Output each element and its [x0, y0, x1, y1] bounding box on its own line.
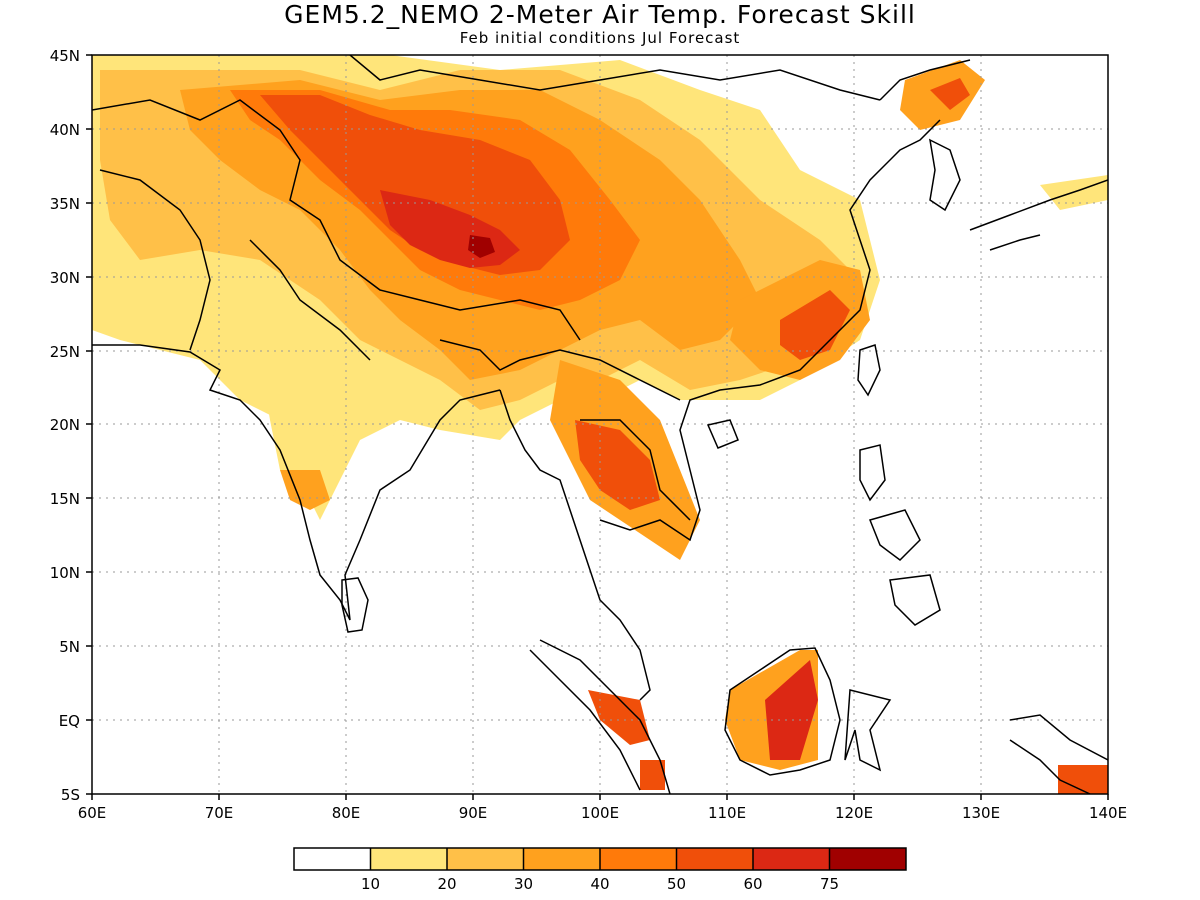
colorbar-swatch	[447, 848, 524, 870]
lat-tick-label: 15N	[50, 490, 80, 508]
lon-tick-label: 90E	[459, 804, 488, 822]
colorbar-label: 40	[590, 875, 609, 893]
lat-tick-label: 5S	[61, 786, 80, 804]
lat-tick-label: 30N	[50, 269, 80, 287]
colorbar-label: 30	[514, 875, 533, 893]
colorbar-swatch	[753, 848, 830, 870]
lon-tick-label: 130E	[962, 804, 1000, 822]
lon-tick-label: 120E	[835, 804, 873, 822]
colorbar-swatch	[600, 848, 677, 870]
colorbar-swatch	[829, 848, 906, 870]
gridlines	[92, 55, 1108, 794]
lon-tick-label: 70E	[205, 804, 234, 822]
colorbar: 10 20 30 40 50 60 75	[293, 847, 907, 893]
lat-tick-label: EQ	[59, 712, 80, 730]
colorbar-label: 20	[437, 875, 456, 893]
lon-tick-label: 60E	[78, 804, 107, 822]
lon-tick-labels: 60E 70E 80E 90E 100E 110E 120E 130E 140E	[78, 804, 1127, 822]
lat-tick-label: 5N	[59, 638, 80, 656]
lat-tick-labels: 5S EQ 5N 10N 15N 20N 25N 30N 35N 40N 45N	[50, 47, 80, 804]
lat-tick-label: 45N	[50, 47, 80, 65]
colorbar-swatch	[294, 848, 371, 870]
colorbar-label: 10	[361, 875, 380, 893]
axis-ticks	[86, 54, 1109, 800]
map-subtitle: Feb initial conditions Jul Forecast	[459, 29, 741, 47]
lon-tick-label: 80E	[332, 804, 361, 822]
skill-shading	[92, 55, 1108, 794]
colorbar-swatch	[676, 848, 753, 870]
colorbar-label: 50	[667, 875, 686, 893]
lat-tick-label: 20N	[50, 416, 80, 434]
lat-tick-label: 25N	[50, 343, 80, 361]
lon-tick-label: 140E	[1089, 804, 1127, 822]
colorbar-label: 75	[820, 875, 839, 893]
lat-tick-label: 40N	[50, 121, 80, 139]
colorbar-label: 60	[743, 875, 762, 893]
lat-tick-label: 10N	[50, 564, 80, 582]
coastlines	[92, 55, 1108, 794]
lon-tick-label: 100E	[581, 804, 619, 822]
colorbar-swatch	[370, 848, 447, 870]
lon-tick-label: 110E	[708, 804, 746, 822]
lat-tick-label: 35N	[50, 195, 80, 213]
map-title: GEM5.2_NEMO 2-Meter Air Temp. Forecast S…	[284, 0, 916, 29]
colorbar-swatch	[523, 848, 600, 870]
